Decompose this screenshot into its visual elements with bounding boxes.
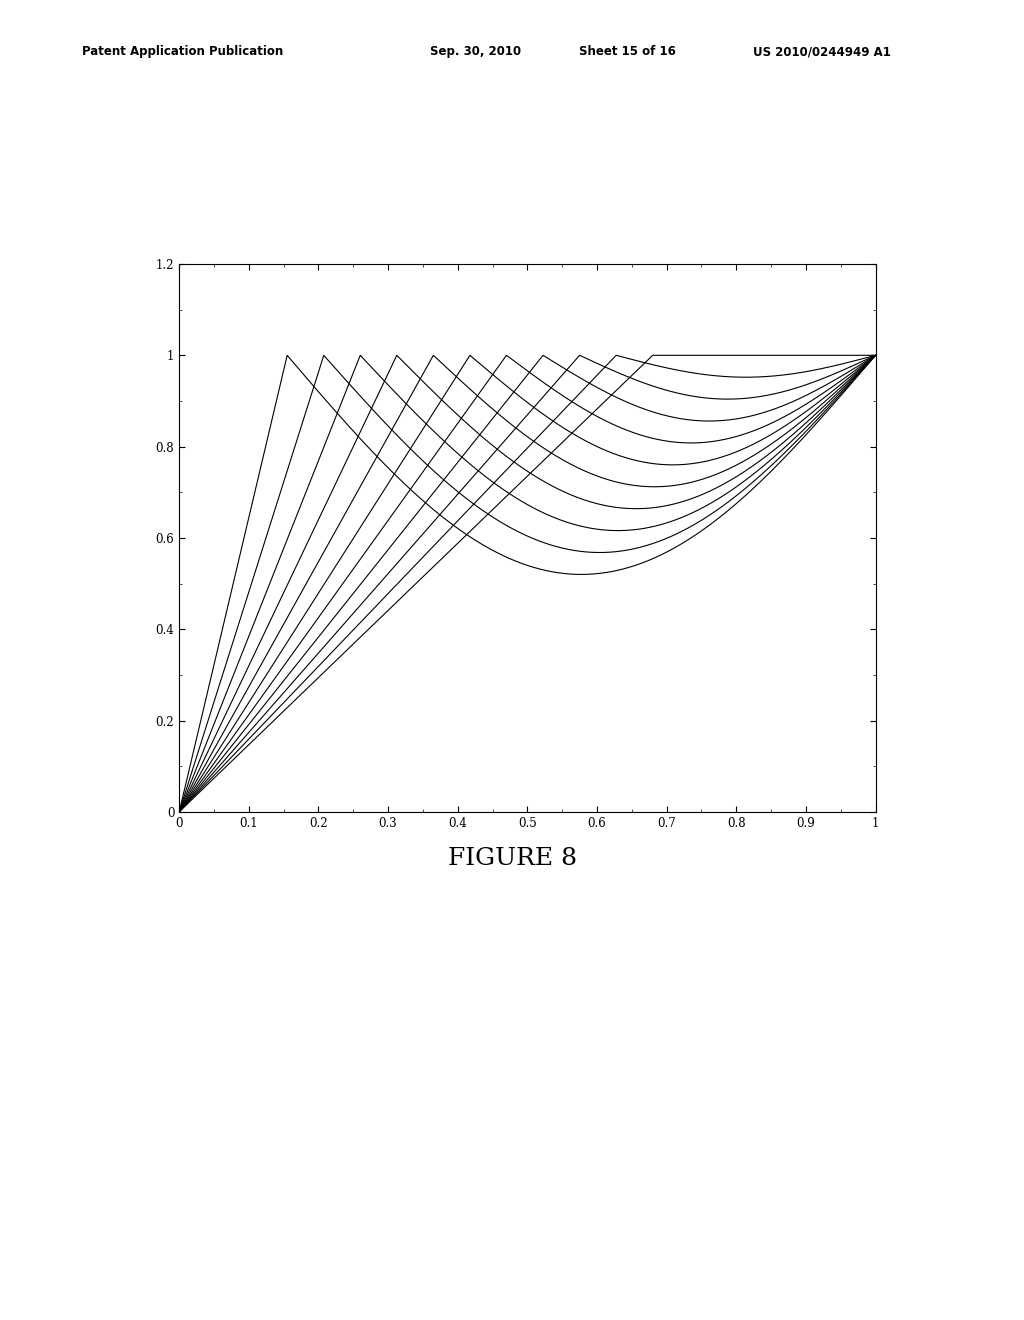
Text: Sheet 15 of 16: Sheet 15 of 16 [579,45,676,58]
Text: Patent Application Publication: Patent Application Publication [82,45,284,58]
Text: US 2010/0244949 A1: US 2010/0244949 A1 [753,45,891,58]
Text: Sep. 30, 2010: Sep. 30, 2010 [430,45,521,58]
Text: FIGURE 8: FIGURE 8 [447,846,577,870]
